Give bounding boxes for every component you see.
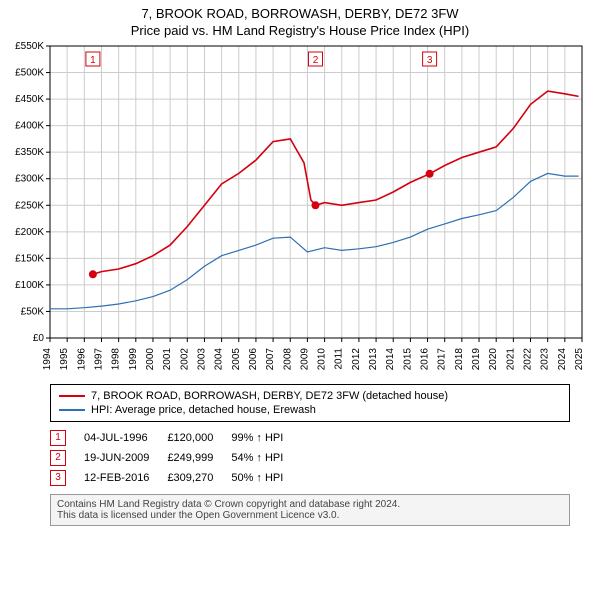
svg-text:2000: 2000 — [145, 348, 156, 371]
sale-price: £120,000 — [167, 428, 231, 448]
svg-text:2002: 2002 — [179, 348, 190, 371]
title-sub: Price paid vs. HM Land Registry's House … — [0, 23, 600, 38]
chart-container: 7, BROOK ROAD, BORROWASH, DERBY, DE72 3F… — [0, 0, 600, 526]
sale-point — [311, 201, 319, 209]
svg-text:2010: 2010 — [317, 348, 328, 371]
svg-text:£450K: £450K — [15, 94, 44, 105]
sale-marker-num: 3 — [427, 55, 433, 66]
svg-text:2018: 2018 — [454, 348, 465, 371]
svg-text:2004: 2004 — [214, 348, 225, 371]
sale-delta: 99% ↑ HPI — [231, 428, 301, 448]
svg-text:£100K: £100K — [15, 280, 44, 291]
price-chart: £0 £50K £100K £150K £200K £250K £300K £350K £400… — [0, 38, 600, 378]
attribution-box: Contains HM Land Registry data © Crown c… — [50, 494, 570, 526]
svg-text:£150K: £150K — [15, 253, 44, 264]
svg-text:£200K: £200K — [15, 227, 44, 238]
svg-text:2001: 2001 — [162, 348, 173, 371]
svg-text:£50K: £50K — [21, 306, 45, 317]
svg-text:£300K: £300K — [15, 174, 44, 185]
legend-item: 7, BROOK ROAD, BORROWASH, DERBY, DE72 3F… — [59, 389, 561, 403]
svg-text:2006: 2006 — [248, 348, 259, 371]
sale-date: 12-FEB-2016 — [84, 468, 167, 488]
svg-text:2016: 2016 — [420, 348, 431, 371]
svg-text:2003: 2003 — [196, 348, 207, 371]
attribution-line1: Contains HM Land Registry data © Crown c… — [57, 499, 563, 510]
svg-text:2020: 2020 — [488, 348, 499, 371]
svg-text:£500K: £500K — [15, 68, 44, 79]
sale-price: £249,999 — [167, 448, 231, 468]
legend-swatch — [59, 395, 85, 397]
sales-table: 1 04-JUL-1996£120,00099% ↑ HPI 2 19-JUN-200… — [50, 428, 301, 488]
svg-text:2024: 2024 — [557, 348, 568, 371]
svg-text:2013: 2013 — [368, 348, 379, 371]
svg-text:2005: 2005 — [231, 348, 242, 371]
table-row: 2 19-JUN-2009£249,99954% ↑ HPI — [50, 448, 301, 468]
svg-text:£400K: £400K — [15, 121, 44, 132]
svg-text:2008: 2008 — [282, 348, 293, 371]
svg-text:£250K: £250K — [15, 200, 44, 211]
sale-marker-cell: 1 — [50, 430, 66, 446]
sale-marker-num: 2 — [313, 55, 319, 66]
legend-item: HPI: Average price, detached house, Erew… — [59, 403, 561, 417]
svg-text:£550K: £550K — [15, 41, 44, 52]
table-row: 1 04-JUL-1996£120,00099% ↑ HPI — [50, 428, 301, 448]
svg-text:1994: 1994 — [42, 348, 53, 371]
sale-price: £309,270 — [167, 468, 231, 488]
sale-point — [426, 170, 434, 178]
svg-text:1999: 1999 — [128, 348, 139, 371]
svg-text:2009: 2009 — [299, 348, 310, 371]
legend-label: 7, BROOK ROAD, BORROWASH, DERBY, DE72 3F… — [91, 390, 448, 402]
svg-text:2023: 2023 — [540, 348, 551, 371]
chart-titles: 7, BROOK ROAD, BORROWASH, DERBY, DE72 3F… — [0, 0, 600, 38]
sale-marker-cell: 3 — [50, 470, 66, 486]
sale-date: 19-JUN-2009 — [84, 448, 167, 468]
svg-text:£0: £0 — [33, 333, 45, 344]
svg-text:2014: 2014 — [385, 348, 396, 371]
legend-swatch — [59, 409, 85, 411]
svg-text:1996: 1996 — [76, 348, 87, 371]
sale-point — [89, 270, 97, 278]
svg-text:£350K: £350K — [15, 147, 44, 158]
svg-text:2017: 2017 — [437, 348, 448, 371]
table-row: 3 12-FEB-2016£309,27050% ↑ HPI — [50, 468, 301, 488]
svg-text:1997: 1997 — [93, 348, 104, 371]
sale-delta: 54% ↑ HPI — [231, 448, 301, 468]
svg-text:2012: 2012 — [351, 348, 362, 371]
sale-marker-num: 1 — [90, 55, 96, 66]
svg-text:2011: 2011 — [334, 348, 345, 370]
svg-text:2022: 2022 — [523, 348, 534, 371]
sale-delta: 50% ↑ HPI — [231, 468, 301, 488]
svg-text:1998: 1998 — [111, 348, 122, 371]
legend-label: HPI: Average price, detached house, Erew… — [91, 404, 316, 416]
svg-text:1995: 1995 — [59, 348, 70, 371]
svg-text:2019: 2019 — [471, 348, 482, 371]
svg-text:2015: 2015 — [402, 348, 413, 371]
sale-marker-cell: 2 — [50, 450, 66, 466]
title-main: 7, BROOK ROAD, BORROWASH, DERBY, DE72 3F… — [0, 6, 600, 21]
svg-text:2007: 2007 — [265, 348, 276, 371]
svg-text:2021: 2021 — [505, 348, 516, 371]
attribution-line2: This data is licensed under the Open Gov… — [57, 510, 563, 521]
svg-text:2025: 2025 — [574, 348, 585, 371]
legend: 7, BROOK ROAD, BORROWASH, DERBY, DE72 3F… — [50, 384, 570, 422]
sale-date: 04-JUL-1996 — [84, 428, 167, 448]
